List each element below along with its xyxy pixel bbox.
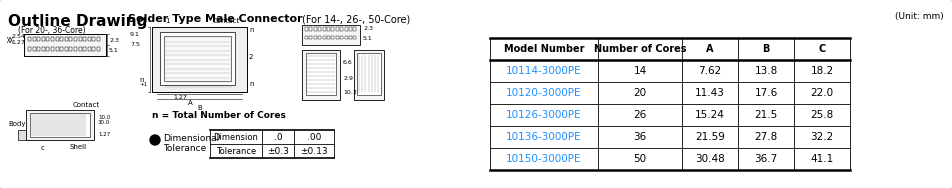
Bar: [336, 36, 339, 39]
Text: 1.27: 1.27: [98, 131, 110, 136]
Bar: [340, 27, 344, 31]
Bar: [92, 37, 95, 41]
Bar: [79, 37, 82, 41]
Text: 36: 36: [633, 132, 646, 142]
Text: Dimensional: Dimensional: [163, 134, 219, 143]
Bar: [353, 27, 356, 31]
Text: 21.59: 21.59: [695, 132, 724, 142]
Text: 18.2: 18.2: [810, 66, 834, 76]
Bar: [306, 53, 336, 95]
Bar: [340, 36, 344, 39]
Text: B: B: [763, 44, 769, 54]
Text: 2.9: 2.9: [343, 76, 353, 80]
Bar: [331, 36, 334, 39]
Text: 2: 2: [249, 54, 253, 60]
Bar: [97, 37, 100, 41]
Bar: [28, 37, 31, 41]
Bar: [354, 50, 384, 100]
Text: 5.1: 5.1: [109, 48, 119, 52]
Bar: [74, 37, 77, 41]
Text: Number of Cores: Number of Cores: [594, 44, 686, 54]
Bar: [55, 47, 59, 51]
Text: (For 14-, 26-, 50-Core): (For 14-, 26-, 50-Core): [302, 14, 410, 24]
Text: n = Total Number of Cores: n = Total Number of Cores: [152, 111, 286, 120]
Bar: [152, 27, 247, 92]
Bar: [314, 27, 317, 31]
Bar: [37, 37, 40, 41]
Bar: [24, 34, 106, 56]
Text: 5.1: 5.1: [363, 36, 373, 40]
Text: (For 20-, 36-Core): (For 20-, 36-Core): [18, 26, 86, 35]
Bar: [74, 47, 77, 51]
Bar: [28, 47, 31, 51]
Bar: [79, 47, 82, 51]
Bar: [42, 47, 45, 51]
Bar: [51, 47, 54, 51]
Bar: [92, 47, 95, 51]
Text: .00: .00: [307, 133, 321, 142]
Bar: [345, 27, 347, 31]
Text: 21.5: 21.5: [754, 110, 778, 120]
Text: 7.5: 7.5: [130, 42, 140, 46]
Text: Tolerance: Tolerance: [163, 144, 207, 153]
Text: (Unit: mm): (Unit: mm): [895, 12, 944, 21]
Bar: [88, 47, 90, 51]
Text: Contact: Contact: [72, 102, 100, 108]
Text: C: C: [819, 44, 825, 54]
Bar: [353, 36, 356, 39]
Text: Model Number: Model Number: [504, 44, 585, 54]
Text: 2.3: 2.3: [363, 26, 373, 30]
Bar: [309, 36, 312, 39]
Bar: [309, 27, 312, 31]
Bar: [336, 27, 339, 31]
Bar: [32, 47, 35, 51]
Bar: [97, 47, 100, 51]
Text: 1.27: 1.27: [11, 40, 25, 45]
Text: n: n: [140, 77, 144, 83]
Text: 13.8: 13.8: [754, 66, 778, 76]
Text: 10126-3000PE: 10126-3000PE: [506, 110, 582, 120]
Text: ±0.13: ±0.13: [300, 146, 327, 155]
Bar: [160, 32, 235, 85]
Bar: [88, 37, 90, 41]
Text: 30.48: 30.48: [695, 154, 724, 164]
Circle shape: [150, 135, 160, 145]
Bar: [323, 36, 326, 39]
Text: 1: 1: [165, 18, 169, 24]
Text: Contact: Contact: [213, 18, 240, 24]
Bar: [26, 110, 94, 140]
Text: 10114-3000PE: 10114-3000PE: [506, 66, 582, 76]
Text: 10120-3000PE: 10120-3000PE: [506, 88, 582, 98]
Bar: [345, 36, 347, 39]
Bar: [331, 27, 334, 31]
Bar: [32, 37, 35, 41]
Text: 41.1: 41.1: [810, 154, 834, 164]
Text: 7.62: 7.62: [699, 66, 722, 76]
Bar: [305, 36, 308, 39]
Text: 20: 20: [633, 88, 646, 98]
Bar: [318, 36, 321, 39]
Bar: [83, 37, 87, 41]
Text: 10136-3000PE: 10136-3000PE: [506, 132, 582, 142]
Bar: [305, 27, 308, 31]
Bar: [60, 37, 63, 41]
Text: 14: 14: [633, 66, 646, 76]
Text: c: c: [41, 145, 45, 151]
Text: 50: 50: [633, 154, 646, 164]
Bar: [51, 37, 54, 41]
Bar: [357, 53, 381, 95]
Text: 10.0
30.0: 10.0 30.0: [98, 115, 110, 125]
Bar: [30, 113, 90, 137]
Text: 6.6: 6.6: [343, 59, 353, 64]
Text: 27.8: 27.8: [754, 132, 778, 142]
Text: 10.3: 10.3: [343, 89, 357, 95]
Bar: [302, 25, 360, 45]
Text: 2.3: 2.3: [109, 37, 119, 42]
Bar: [65, 37, 68, 41]
Text: A: A: [706, 44, 714, 54]
Text: 25.8: 25.8: [810, 110, 834, 120]
Text: 36.7: 36.7: [754, 154, 778, 164]
Text: 15.24: 15.24: [695, 110, 724, 120]
Bar: [18, 130, 26, 140]
